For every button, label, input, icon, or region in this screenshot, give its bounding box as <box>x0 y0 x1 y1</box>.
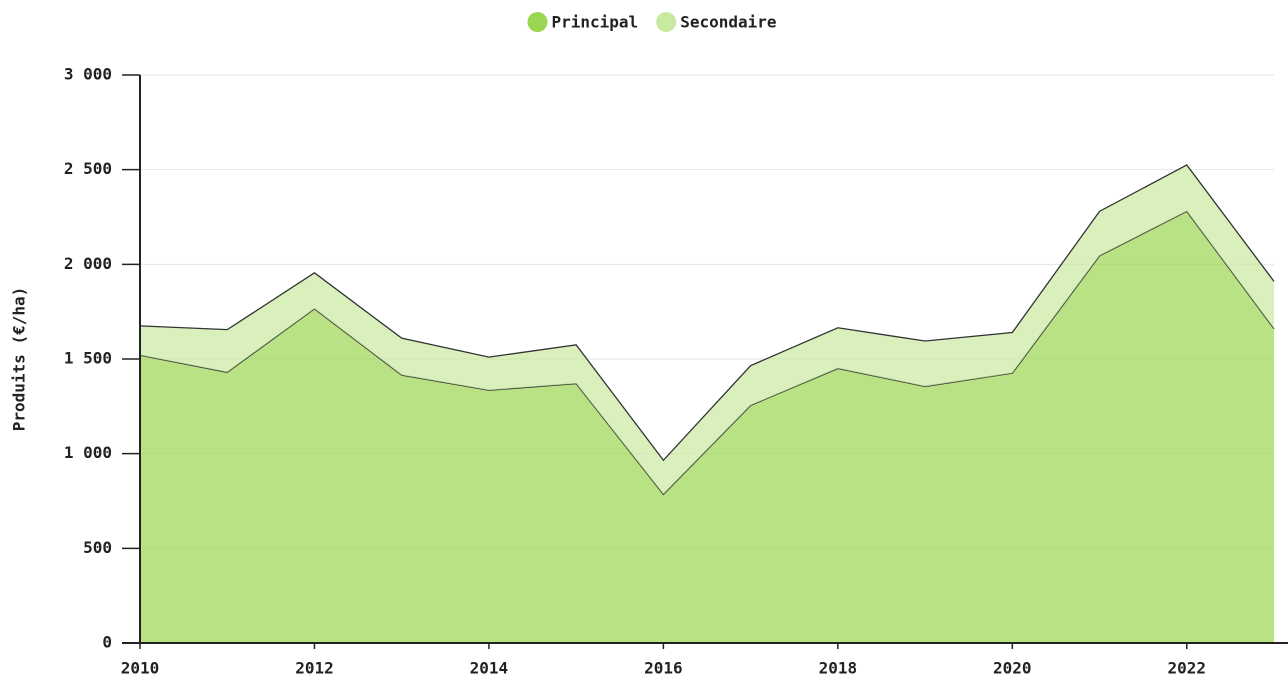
y-tick-label: 1 500 <box>64 349 112 368</box>
x-tick-label: 2022 <box>1168 659 1207 678</box>
y-tick-label: 2 000 <box>64 254 112 273</box>
y-tick-label: 1 000 <box>64 443 112 462</box>
legend-marker <box>656 12 677 32</box>
legend-marker <box>527 12 548 32</box>
y-tick-label: 0 <box>102 633 112 652</box>
x-tick-label: 2012 <box>295 659 334 678</box>
x-tick-label: 2016 <box>644 659 683 678</box>
y-tick-label: 3 000 <box>64 65 112 84</box>
y-tick-label: 2 500 <box>64 159 112 178</box>
x-tick-label: 2010 <box>121 659 160 678</box>
legend-label: Principal <box>551 13 638 32</box>
x-tick-label: 2018 <box>819 659 858 678</box>
x-tick-label: 2020 <box>993 659 1032 678</box>
y-axis-title: Produits (€/ha) <box>10 287 29 432</box>
y-tick-label: 500 <box>83 538 112 557</box>
x-tick-label: 2014 <box>470 659 509 678</box>
area <box>140 211 1274 643</box>
area-line <box>139 164 1275 462</box>
area <box>140 164 1274 495</box>
legend-label: Secondaire <box>680 13 776 32</box>
